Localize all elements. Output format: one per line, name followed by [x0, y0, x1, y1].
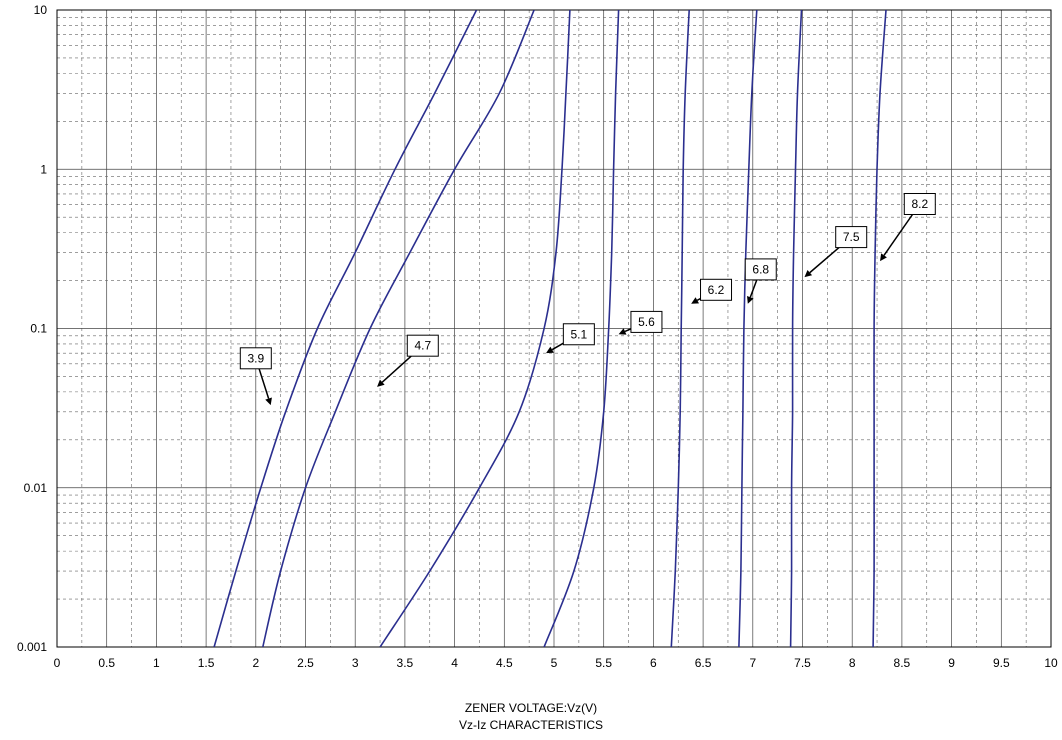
callout-arrow-head	[618, 328, 627, 335]
callout-6.2: 6.2	[691, 278, 733, 304]
y-tick-label: 1	[40, 162, 47, 176]
x-tick-label: 5	[551, 656, 558, 670]
x-tick-label: 3.5	[397, 656, 414, 670]
y-tick-label: 0.001	[17, 640, 47, 654]
x-tick-label: 10	[1044, 656, 1058, 670]
x-tick-label: 4	[451, 656, 458, 670]
callout-box	[239, 347, 272, 370]
x-tick-label: 2	[252, 656, 259, 670]
series-label: 3.9	[247, 351, 264, 365]
y-tick-label: 0.01	[24, 481, 48, 495]
callout-7.5: 7.5	[804, 226, 868, 278]
series-label: 6.8	[752, 262, 769, 276]
callout-8.2: 8.2	[880, 193, 936, 262]
y-tick-label: 10	[34, 3, 48, 17]
callout-5.6: 5.6	[618, 310, 663, 335]
x-tick-label: 1.5	[198, 656, 215, 670]
callout-box	[630, 310, 663, 333]
callout-arrow-line	[696, 297, 701, 301]
grid	[57, 10, 1051, 647]
callout-arrow-line	[551, 342, 564, 351]
callouts: 3.9 4.7 5.1 5.6 6.2 6.8 7.5 8.2	[239, 193, 936, 406]
callout-arrow-head	[691, 297, 699, 304]
series-label: 6.2	[708, 283, 725, 297]
y-tick-labels: 0.001 0.01 0.1 1 10	[17, 3, 47, 654]
x-tick-label: 1	[153, 656, 160, 670]
curve-7.5	[789, 10, 803, 647]
x-tick-label: 7	[749, 656, 756, 670]
x-tick-label: 8.5	[894, 656, 911, 670]
callout-4.7: 4.7	[377, 334, 439, 387]
callout-6.8: 6.8	[744, 258, 777, 304]
x-axis-label: ZENER VOLTAGE:Vz(V)	[464, 701, 598, 715]
callout-box	[562, 323, 595, 346]
x-tick-label: 5.5	[595, 656, 612, 670]
callout-arrow-head	[804, 269, 813, 278]
series-label: 4.7	[414, 339, 431, 353]
callout-arrow-head	[265, 397, 272, 406]
x-tick-label: 0	[54, 656, 61, 670]
curve-5.1	[379, 10, 571, 647]
curve-8.2	[872, 10, 887, 647]
callout-box	[744, 258, 777, 281]
x-tick-label: 2.5	[297, 656, 314, 670]
x-tick-label: 3	[352, 656, 359, 670]
plot-frame	[56, 9, 1052, 648]
callout-arrow-line	[883, 214, 914, 256]
callout-box	[835, 226, 868, 249]
x-tick-labels: 0 0.5 1 1.5 2 2.5 3 3.5 4 4.5 5 5.5 6 6.5 7 7.5 8 8.5 9 9.5…	[54, 656, 1058, 670]
callout-5.1: 5.1	[546, 323, 595, 354]
x-tick-label: 7.5	[794, 656, 811, 670]
callout-3.9: 3.9	[239, 347, 272, 406]
callout-arrow-line	[258, 368, 270, 399]
callout-arrow-head	[747, 295, 754, 304]
callout-arrow-line	[809, 247, 840, 274]
callout-box	[700, 278, 733, 301]
series-label: 8.2	[911, 197, 928, 211]
callout-arrow-head	[546, 346, 554, 354]
series-label: 7.5	[843, 230, 860, 244]
x-tick-label: 0.5	[98, 656, 115, 670]
curves	[213, 10, 887, 647]
callout-box	[903, 193, 936, 216]
callout-arrow-head	[377, 379, 385, 387]
curve-6.8	[738, 10, 758, 647]
x-tick-label: 4.5	[496, 656, 513, 670]
series-label: 5.6	[638, 315, 655, 329]
curve-3.9	[213, 10, 478, 647]
y-tick-label: 0.1	[30, 322, 47, 336]
x-tick-label: 6.5	[695, 656, 712, 670]
x-tick-label: 8	[849, 656, 856, 670]
x-tick-label: 9	[948, 656, 955, 670]
callout-arrow-line	[381, 355, 412, 383]
x-tick-label: 9.5	[993, 656, 1010, 670]
callout-arrow-line	[624, 328, 632, 333]
callout-arrow-head	[880, 253, 887, 262]
curve-6.2	[670, 10, 690, 647]
callout-box	[406, 334, 439, 357]
callout-arrow-line	[749, 279, 758, 298]
chart-title: Vz-Iz CHARACTERISTICS	[458, 718, 603, 732]
curve-5.6	[543, 10, 620, 647]
series-label: 5.1	[571, 327, 588, 341]
x-tick-label: 6	[650, 656, 657, 670]
curve-4.7	[262, 10, 535, 647]
